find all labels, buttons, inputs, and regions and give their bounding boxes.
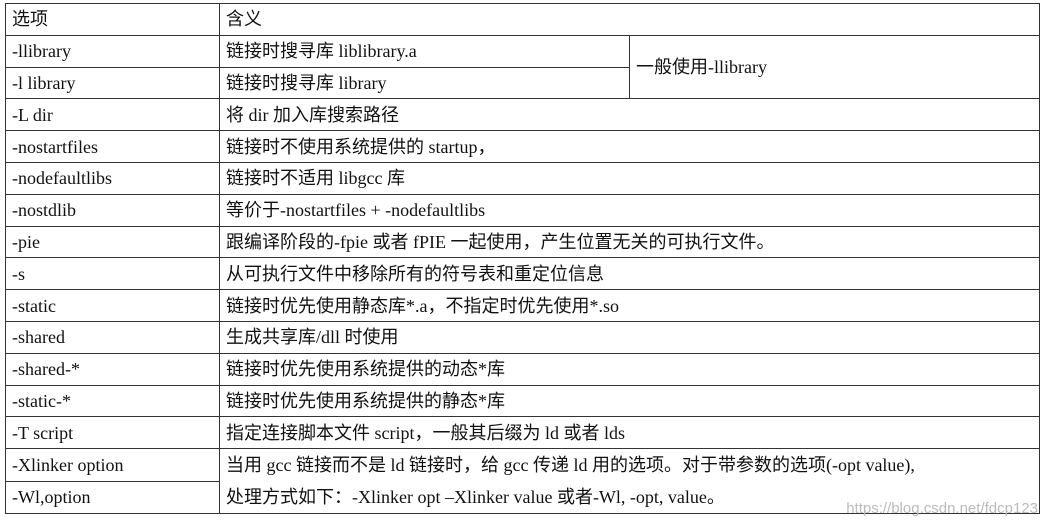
header-option: 选项	[5, 3, 220, 36]
meaning-cell: 链接时优先使用系统提供的静态*库	[219, 384, 1040, 418]
option-cell: -shared-*	[5, 352, 220, 386]
table-row: -T script 指定连接脚本文件 script，一般其后缀为 ld 或者 ld…	[5, 416, 1040, 450]
meaning-cell: 链接时优先使用静态库*.a，不指定时优先使用*.so	[219, 289, 1040, 322]
option-cell: -Xlinker option	[5, 448, 220, 482]
watermark: https://blog.csdn.net/fdcp123	[846, 500, 1038, 517]
option-cell: -pie	[5, 225, 220, 259]
table-row: -Xlinker option 当用 gcc 链接而不是 ld 链接时，给 gc…	[5, 448, 1040, 515]
linker-note-line1: 当用 gcc 链接而不是 ld 链接时，给 gcc 传递 ld 用的选项。对于带…	[226, 455, 915, 476]
table-header-row: 选项 含义	[5, 3, 1040, 36]
option-cell: -static-*	[5, 384, 220, 418]
table-row: -llibrary 链接时搜寻库 liblibrary.a 一般使用-llibr…	[5, 34, 1040, 100]
meaning-cell: 链接时不适用 libgcc 库	[219, 161, 1040, 195]
option-cell: -l library	[5, 66, 220, 100]
meaning-cell: 指定连接脚本文件 script，一般其后缀为 ld 或者 lds	[219, 416, 1040, 450]
table-row: -L dir 将 dir 加入库搜索路径	[5, 98, 1040, 132]
meaning-cell: 链接时优先使用系统提供的动态*库	[219, 352, 1040, 386]
linker-note-line2: 处理方式如下：-Xlinker opt –Xlinker value 或者-Wl…	[226, 487, 725, 508]
option-cell: -nostdlib	[5, 193, 220, 227]
meaning-cell: 链接时搜寻库 library	[219, 66, 630, 100]
option-cell: -Wl,option	[5, 480, 220, 515]
gcc-link-options-table: 选项 含义 -llibrary 链接时搜寻库 liblibrary.a 一般使用…	[5, 3, 1040, 515]
meaning-cell: 跟编译阶段的-fpie 或者 fPIE 一起使用，产生位置无关的可执行文件。	[219, 225, 1040, 259]
table-row: -nostdlib 等价于-nostartfiles + -nodefaultli…	[5, 193, 1040, 227]
meaning-cell: 链接时不使用系统提供的 startup，	[219, 130, 1040, 163]
table-row: -Wl,option	[5, 480, 1040, 515]
table-row: -s 从可执行文件中移除所有的符号表和重定位信息	[5, 257, 1040, 291]
table-row: -l library 链接时搜寻库 library	[5, 66, 1040, 100]
option-cell: -L dir	[5, 98, 220, 132]
table-row: -nodefaultlibs 链接时不适用 libgcc 库	[5, 161, 1040, 195]
option-cell: -llibrary	[5, 34, 220, 68]
option-cell: -nostartfiles	[5, 130, 220, 163]
table-row: -nostartfiles 链接时不使用系统提供的 startup，	[5, 130, 1040, 163]
header-meaning: 含义	[219, 3, 1040, 36]
table-row: -shared-* 链接时优先使用系统提供的动态*库	[5, 352, 1040, 386]
meaning-cell: 生成共享库/dll 时使用	[219, 320, 1040, 354]
library-note-cell: 一般使用-llibrary	[629, 34, 1040, 100]
meaning-cell: 链接时搜寻库 liblibrary.a	[219, 34, 630, 68]
option-cell: -T script	[5, 416, 220, 450]
table-row: -pie 跟编译阶段的-fpie 或者 fPIE 一起使用，产生位置无关的可执行文…	[5, 225, 1040, 259]
option-cell: -static	[5, 289, 220, 322]
option-cell: -s	[5, 257, 220, 291]
table-row: -static-* 链接时优先使用系统提供的静态*库	[5, 384, 1040, 418]
meaning-cell: 将 dir 加入库搜索路径	[219, 98, 1040, 132]
linker-note-cell: 当用 gcc 链接而不是 ld 链接时，给 gcc 传递 ld 用的选项。对于带…	[219, 448, 1040, 515]
option-cell: -nodefaultlibs	[5, 161, 220, 195]
table-row: -static 链接时优先使用静态库*.a，不指定时优先使用*.so	[5, 289, 1040, 322]
table-row: -shared 生成共享库/dll 时使用	[5, 320, 1040, 354]
meaning-cell: 从可执行文件中移除所有的符号表和重定位信息	[219, 257, 1040, 291]
meaning-cell: 等价于-nostartfiles + -nodefaultlibs	[219, 193, 1040, 227]
option-cell: -shared	[5, 320, 220, 354]
